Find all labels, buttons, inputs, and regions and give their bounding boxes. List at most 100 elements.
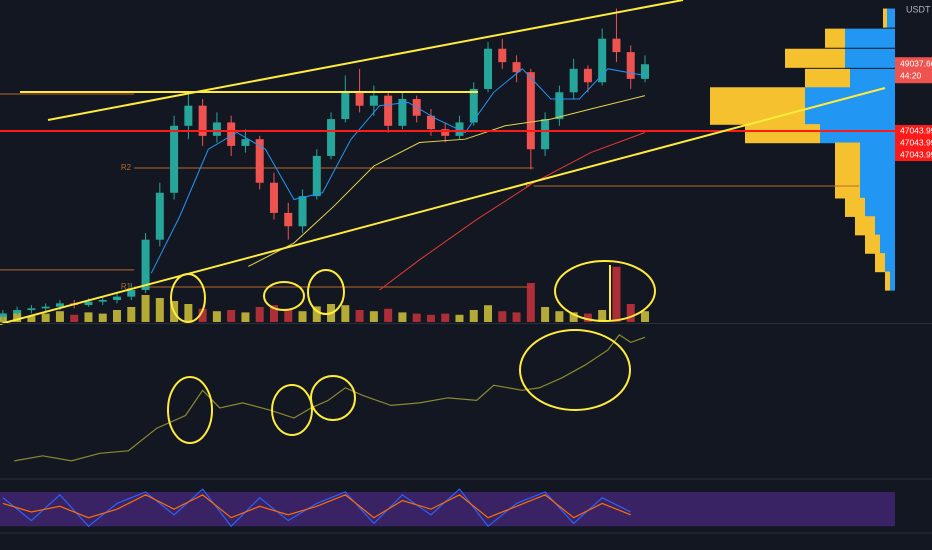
volume-bar xyxy=(626,304,635,322)
candle-body xyxy=(27,308,36,311)
profile-up xyxy=(860,160,895,181)
pivot-label: P xyxy=(525,181,530,190)
volume-bar xyxy=(512,312,521,322)
ellipse xyxy=(310,375,356,421)
volume-bar xyxy=(212,311,221,322)
volume-bar xyxy=(541,307,550,322)
volume-bar xyxy=(583,313,592,322)
price-tag xyxy=(895,149,932,162)
candle-body xyxy=(441,129,450,136)
candle-body xyxy=(612,38,621,53)
volume-bar xyxy=(0,314,7,322)
candle-body xyxy=(227,122,236,146)
candle-body xyxy=(170,125,179,193)
profile-up xyxy=(820,124,895,144)
candle-body xyxy=(498,48,507,63)
volume-bar xyxy=(455,314,464,322)
ellipse xyxy=(263,281,305,311)
volume-bar xyxy=(355,310,364,322)
price-tag-label: 47043.99 xyxy=(900,149,932,159)
candle-body xyxy=(155,192,164,240)
candle-body xyxy=(355,92,364,106)
profile-down xyxy=(710,105,805,125)
candle-body xyxy=(341,92,350,120)
candle-body xyxy=(284,212,293,227)
profile-down xyxy=(883,8,887,28)
profile-up xyxy=(850,68,895,88)
candle-body xyxy=(526,72,535,150)
candle-body xyxy=(327,119,336,156)
profile-down xyxy=(845,197,865,217)
volume-bar xyxy=(284,308,293,322)
profile-down xyxy=(825,28,845,48)
volume-bar xyxy=(198,308,207,322)
user-drawings xyxy=(0,0,886,444)
volume-bar xyxy=(612,266,621,322)
candle-body xyxy=(626,52,635,79)
volume-bar xyxy=(227,310,236,322)
ellipse xyxy=(307,269,345,315)
last-price-label: 49037.66 xyxy=(900,58,932,68)
profile-down xyxy=(865,234,880,254)
profile-down xyxy=(875,253,885,273)
indicator-line xyxy=(14,334,646,462)
profile-up xyxy=(875,216,895,236)
profile-down xyxy=(835,142,860,162)
profile-up xyxy=(845,28,895,48)
volume-bar xyxy=(269,305,278,322)
volume-bar xyxy=(598,310,607,322)
trend-line xyxy=(47,0,684,121)
volume-bar xyxy=(70,314,79,322)
price-tag-label: 47043.99 xyxy=(900,137,932,147)
pivot-label: R1 xyxy=(121,282,132,291)
candle-body xyxy=(84,301,93,306)
candle-body xyxy=(255,139,264,183)
moving-average xyxy=(379,132,646,291)
indicator-line xyxy=(2,494,631,519)
ellipse xyxy=(271,384,313,436)
price-tag xyxy=(895,125,932,138)
candle-body xyxy=(141,239,150,290)
ellipse xyxy=(170,273,206,323)
volume-bar xyxy=(27,316,36,322)
trend-line xyxy=(0,87,886,325)
candle-body xyxy=(298,196,307,227)
volume-bar xyxy=(41,313,50,322)
profile-down xyxy=(835,160,860,181)
marks: R2 P R1 xyxy=(0,8,895,528)
volume-bar xyxy=(312,306,321,322)
ellipse xyxy=(554,260,656,322)
moving-average xyxy=(248,95,646,267)
candle-body xyxy=(241,139,250,146)
volume-bar xyxy=(398,312,407,322)
profile-down xyxy=(855,216,875,236)
profile-down xyxy=(785,48,845,68)
countdown-label: 44:20 xyxy=(900,70,922,80)
candle-body xyxy=(127,289,136,297)
volume-bar xyxy=(426,314,435,322)
candle-body xyxy=(55,303,64,307)
profile-up xyxy=(860,179,895,199)
volume-bar xyxy=(412,313,421,322)
volume-bar xyxy=(55,311,64,322)
volume-bar xyxy=(341,305,350,322)
candle-body xyxy=(13,310,22,314)
candle-body xyxy=(640,64,649,79)
volume-bar xyxy=(241,312,250,322)
candle-body xyxy=(583,68,592,83)
candle-body xyxy=(269,182,278,213)
candle-body xyxy=(455,122,464,136)
moving-average xyxy=(150,68,646,274)
candle-body xyxy=(484,48,493,89)
volume-bar xyxy=(526,283,535,322)
volume-bar xyxy=(13,313,22,322)
ellipse xyxy=(167,376,213,444)
candle-body xyxy=(212,122,221,136)
profile-down xyxy=(835,179,860,199)
candle-body xyxy=(555,92,564,120)
candle-body xyxy=(184,105,193,126)
profile-down xyxy=(805,68,850,88)
volume-bar xyxy=(555,311,564,322)
candle-body xyxy=(198,105,207,136)
